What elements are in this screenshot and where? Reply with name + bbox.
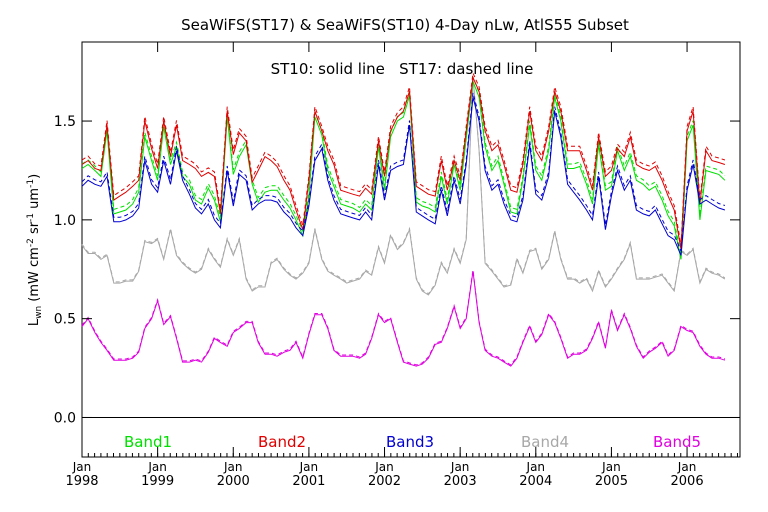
legend-band3: Band3 [386,433,434,451]
x-tick-year-label: 2003 [444,474,477,489]
legend-band1: Band1 [124,433,172,451]
band3-st10-solid-line [81,97,726,256]
x-tick-year-label: 2001 [292,474,325,489]
x-tick-month-label: Jan [526,460,546,474]
x-tick-month-label: Jan [601,460,621,474]
x-tick-year-label: 2004 [519,474,552,489]
legend-band4: Band4 [521,433,569,451]
x-tick-year-label: 2002 [368,474,401,489]
band1-st10-solid-line [81,81,726,260]
band5-st17-dashed-line [81,269,726,366]
x-tick-month-label: Jan [147,460,167,474]
y-tick-label: 0.0 [54,410,76,426]
legend-band2: Band2 [258,433,306,451]
y-axis-label: Lwn (mW cm-2 sr-1 um-1) [26,174,44,326]
y-tick-label: 1.0 [54,213,76,229]
series-layer [81,71,726,367]
x-tick-year-label: 1998 [65,474,98,489]
x-tick-year-label: 2006 [671,474,704,489]
plot-frame [81,41,741,458]
band2-st10-solid-line [81,75,726,250]
y-tick-label: 0.5 [54,312,76,328]
band1-st17-dashed-line [81,76,726,255]
y-tick-label: 1.5 [54,114,76,130]
chart-annotation: ST10: solid line ST17: dashed line [271,60,534,78]
legend: Band1 Band2 Band3 Band4 Band5 [124,433,701,451]
band4-st10-solid-line [81,77,726,296]
legend-band5: Band5 [653,433,701,451]
x-tick-year-label: 2005 [595,474,628,489]
x-tick-month-label: Jan [374,460,394,474]
band5-st10-solid-line [81,271,726,367]
x-tick-year-label: 2000 [217,474,250,489]
x-tick-month-label: Jan [299,460,319,474]
y-axis-ticks: 0.0 0.5 1.0 1.5 [54,114,740,426]
band4-st17-dashed-line [81,76,726,295]
plot-area: 0.00.51.01.5 Jan1998Jan1999Jan2000Jan200… [54,41,741,489]
band3-st17-dashed-line [81,92,726,252]
x-tick-month-label: Jan [677,460,697,474]
x-tick-month-label: Jan [450,460,470,474]
x-axis-ticks: Jan1998Jan1999Jan2000Jan2001Jan2002Jan20… [65,42,738,489]
x-tick-month-label: Jan [72,460,92,474]
chart-title: SeaWiFS(ST17) & SeaWiFS(ST10) 4-Day nLw,… [181,16,629,34]
x-tick-month-label: Jan [223,460,243,474]
x-tick-year-label: 1999 [141,474,174,489]
